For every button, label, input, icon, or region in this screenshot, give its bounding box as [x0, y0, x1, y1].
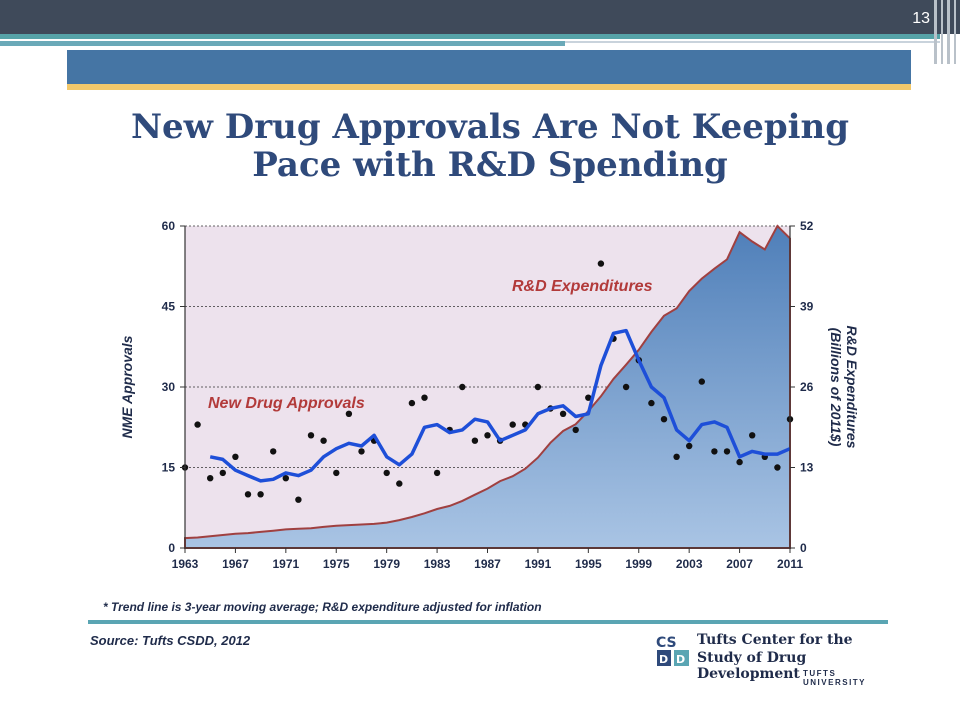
x-tick-label: 1999	[625, 557, 652, 571]
y2-tick-label: 26	[800, 380, 814, 394]
approval-point	[459, 383, 466, 391]
tufts-logo: CS D D Tufts Center for the Study of Dru…	[655, 630, 890, 687]
x-tick-label: 2003	[676, 557, 703, 571]
y2-tick-label: 39	[800, 300, 814, 314]
approval-point	[307, 432, 315, 439]
x-tick-label: 1983	[424, 557, 451, 571]
x-tick-label: 1995	[575, 557, 602, 571]
svg-text:D: D	[659, 653, 668, 666]
approval-point	[270, 448, 277, 455]
approval-point	[559, 410, 567, 417]
approval-point	[408, 399, 416, 407]
y-axis-label: NME Approvals	[119, 335, 135, 438]
approval-point	[345, 410, 353, 417]
approvals-trend-line	[209, 328, 791, 483]
title-band	[67, 50, 911, 84]
header-stripe	[0, 34, 940, 39]
header-bar	[0, 0, 960, 34]
approval-point	[244, 491, 252, 498]
csdd-logo-icon: CS D D	[655, 632, 691, 668]
x-tick-label: 1975	[323, 557, 350, 571]
logo-line1: Tufts Center for the	[697, 632, 853, 648]
nme-rd-chart: 1963 1967 1971 1975 1979 1983 1987 1991 1995 1999…	[119, 219, 860, 571]
y-tick-label: 60	[162, 219, 176, 233]
x-tick-label: 1963	[172, 557, 199, 571]
y2-axis-label-line1: R&D Expenditures	[844, 326, 860, 449]
x-tick-label: 2007	[726, 557, 753, 571]
approval-point	[660, 416, 668, 423]
slide-title-line2: Pace with R&D Spending	[252, 145, 728, 185]
source-note: Source: Tufts CSDD, 2012	[90, 633, 251, 648]
approvals-label: New Drug Approvals	[208, 395, 365, 412]
approval-point	[358, 448, 365, 455]
approval-point	[698, 378, 705, 385]
y2-tick-label: 0	[800, 541, 807, 555]
rd-expenditures-area	[184, 224, 791, 549]
header-stripe-thin	[565, 41, 940, 43]
approval-point	[295, 496, 302, 503]
approval-point	[673, 453, 680, 460]
approval-point	[723, 448, 731, 455]
approval-point	[749, 432, 756, 439]
chart-axes: 1963 1967 1971 1975 1979 1983 1987 1991 1995 1999…	[162, 219, 814, 571]
svg-text:D: D	[676, 653, 685, 666]
slide-number: 13	[912, 10, 930, 27]
approval-point	[232, 453, 239, 460]
approval-point	[648, 399, 655, 407]
approval-point	[774, 464, 781, 471]
y2-tick-label: 52	[800, 219, 814, 233]
approval-point	[686, 442, 693, 450]
y-tick-label: 30	[162, 380, 176, 394]
approval-point	[333, 469, 340, 477]
x-tick-label: 1971	[272, 557, 299, 571]
approval-point	[320, 437, 327, 444]
approval-point	[257, 491, 264, 498]
approval-point	[471, 437, 479, 444]
approval-point	[484, 432, 491, 439]
x-tick-label: 1979	[373, 557, 400, 571]
approval-point	[736, 458, 743, 466]
chart-footnote: * Trend line is 3-year moving average; R…	[103, 600, 542, 614]
y2-axis-label-line2: (Billions of 2011$)	[828, 328, 844, 447]
y-tick-label: 45	[162, 300, 176, 314]
x-tick-label: 1991	[525, 557, 552, 571]
y2-tick-label: 13	[800, 461, 814, 475]
approval-point	[396, 480, 403, 487]
approval-point	[572, 426, 579, 434]
y-tick-label: 15	[162, 461, 176, 475]
approval-point	[194, 421, 201, 428]
svg-text:CS: CS	[656, 635, 677, 651]
logo-line3: TUFTS UNIVERSITY	[803, 669, 867, 687]
y-tick-label: 0	[168, 541, 175, 555]
x-tick-label: 1967	[222, 557, 249, 571]
approval-point	[207, 475, 214, 482]
x-tick-label: 2011	[777, 557, 803, 571]
header-stripe-secondary	[0, 41, 565, 46]
approval-point	[421, 394, 428, 401]
decorative-rails	[930, 0, 960, 64]
footer-rule	[88, 620, 888, 624]
approval-point	[383, 469, 390, 477]
approval-point	[597, 260, 605, 267]
approval-points	[181, 260, 794, 503]
approval-point	[711, 448, 718, 455]
slide-title-line1: New Drug Approvals Are Not Keeping	[130, 107, 850, 147]
approval-point	[433, 469, 441, 477]
approval-point	[509, 421, 516, 428]
approval-point	[622, 383, 630, 391]
approval-point	[534, 383, 542, 391]
title-underline	[67, 84, 911, 90]
logo-line2: Study of Drug Development	[697, 650, 807, 682]
x-tick-label: 1987	[474, 557, 501, 571]
rd-label: R&D Expenditures	[512, 278, 653, 295]
slide-title: New Drug Approvals Are Not Keeping Pace …	[60, 108, 920, 184]
approval-point	[585, 394, 592, 401]
approval-point	[219, 469, 226, 477]
approval-point	[282, 475, 289, 482]
